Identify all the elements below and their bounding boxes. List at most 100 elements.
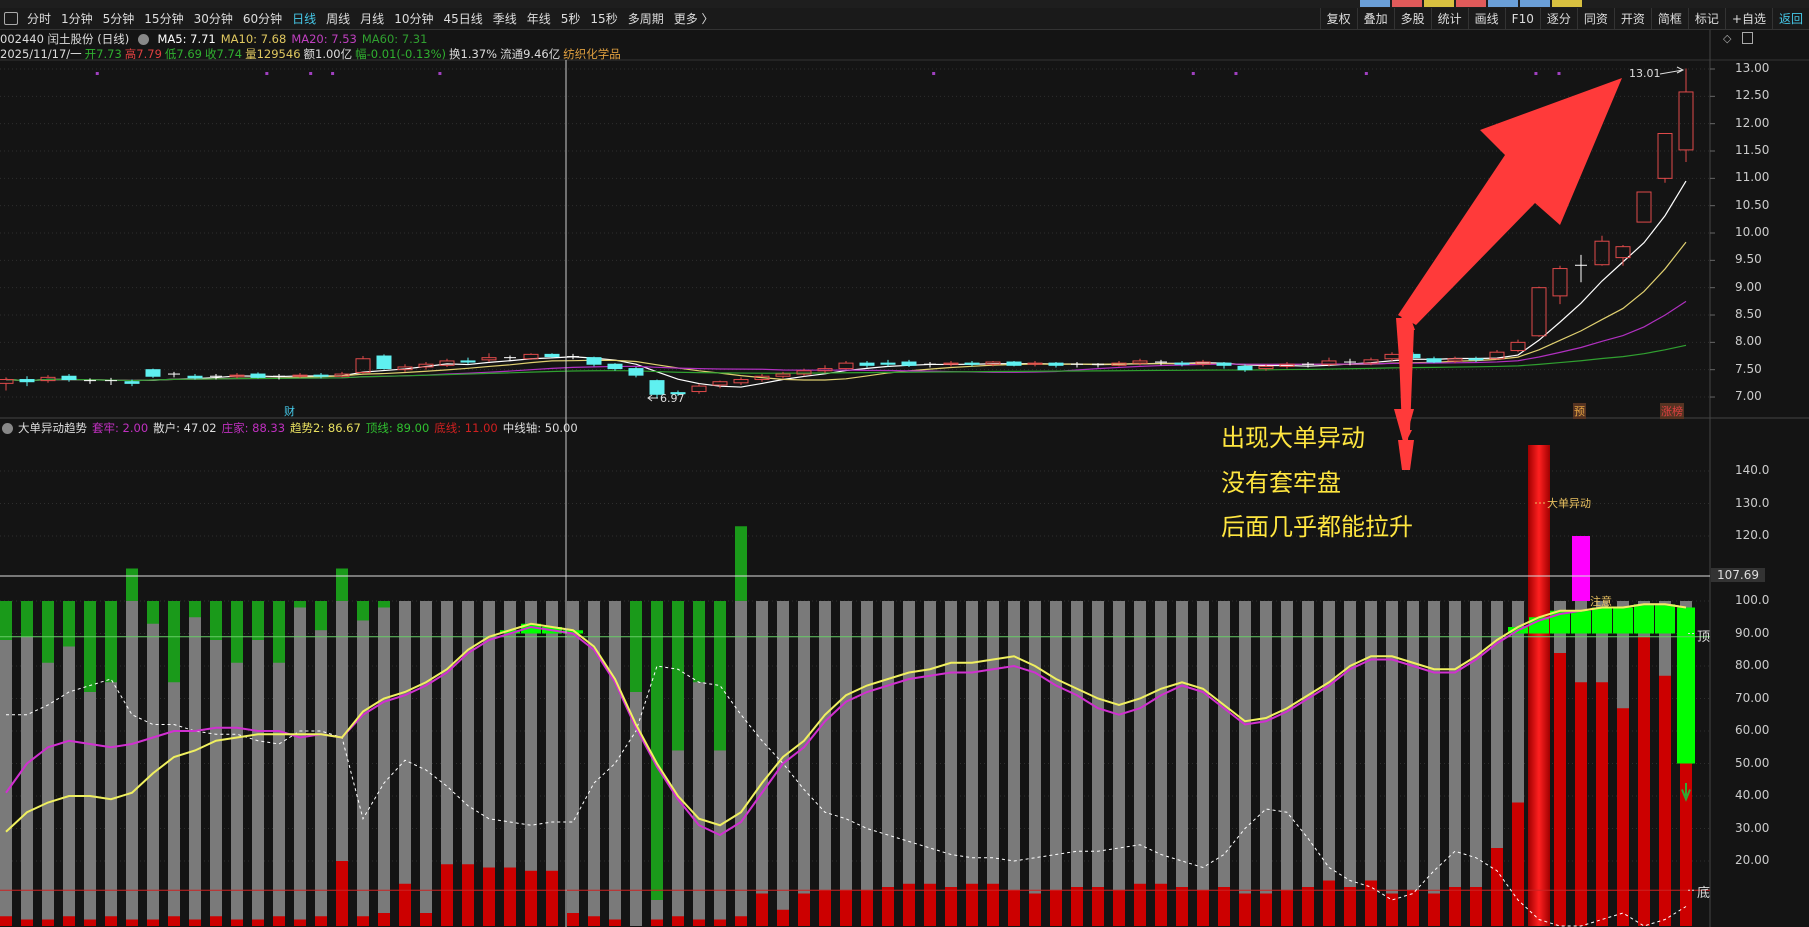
toolbar-button[interactable]: F10 [1504, 8, 1540, 30]
candle[interactable] [607, 363, 623, 371]
tab-period[interactable]: 10分钟 [394, 12, 434, 26]
tab-period[interactable]: 30分钟 [193, 12, 233, 26]
indicator-bar[interactable] [987, 601, 999, 926]
indicator-bar[interactable] [1592, 601, 1612, 926]
tab-period[interactable]: 日线 [292, 12, 317, 26]
indicator-bar[interactable] [1155, 601, 1167, 926]
indicator-bar[interactable] [500, 601, 520, 926]
toolbar-button[interactable]: 标记 [1687, 8, 1725, 30]
indicator-bar[interactable] [1528, 445, 1550, 926]
indicator-bar[interactable] [1365, 601, 1377, 926]
tab-period[interactable]: 分时 [27, 12, 52, 26]
indicator-bar[interactable] [42, 601, 54, 926]
event-marker[interactable] [1557, 72, 1561, 75]
ma-settings-icon[interactable] [137, 34, 149, 45]
top-strip-chip[interactable] [1392, 0, 1422, 7]
candle[interactable] [1575, 254, 1587, 283]
event-marker[interactable] [265, 72, 269, 75]
green-spike-bar[interactable] [126, 568, 138, 602]
indicator-bar[interactable] [1386, 601, 1398, 926]
indicator-bar[interactable] [105, 601, 117, 926]
indicator-bar[interactable] [1260, 601, 1272, 926]
indicator-bar[interactable] [336, 601, 348, 926]
candle[interactable] [292, 372, 308, 378]
candle[interactable] [880, 359, 896, 367]
candle[interactable] [1302, 362, 1314, 368]
indicator-bar[interactable] [521, 601, 541, 926]
indicator-bar[interactable] [1239, 601, 1251, 926]
candle[interactable] [313, 372, 329, 379]
indicator-bar[interactable] [924, 601, 936, 926]
indicator-bar[interactable] [735, 601, 747, 926]
indicator-bar[interactable] [231, 601, 243, 926]
indicator-bar[interactable] [126, 601, 138, 926]
indicator-bar[interactable] [1197, 601, 1209, 926]
indicator-bar[interactable] [1634, 601, 1654, 926]
event-marker[interactable] [1234, 72, 1238, 75]
tab-period[interactable]: 5秒 [560, 12, 581, 26]
indicator-bar[interactable] [1407, 601, 1419, 926]
indicator-bar[interactable] [210, 601, 222, 926]
tab-period[interactable]: 更多 〉 [673, 12, 714, 26]
candle[interactable] [187, 374, 203, 380]
candle[interactable] [1216, 362, 1232, 369]
indicator-bar[interactable] [462, 601, 474, 926]
indicator-bar[interactable] [903, 601, 915, 926]
tab-period[interactable]: 多周期 [627, 12, 664, 26]
candle[interactable] [1384, 352, 1400, 361]
candle[interactable] [1279, 362, 1295, 369]
tab-period[interactable]: 15分钟 [144, 12, 184, 26]
candle[interactable] [1344, 358, 1356, 366]
indicator-settings-icon[interactable] [2, 423, 13, 434]
toolbar-button[interactable]: 叠加 [1356, 8, 1394, 30]
indicator-bar[interactable] [588, 601, 600, 926]
toolbar-button[interactable]: 同资 [1576, 8, 1614, 30]
indicator-bar[interactable] [1491, 601, 1503, 926]
candle[interactable] [273, 374, 285, 380]
indicator-bar[interactable] [1218, 601, 1230, 926]
event-marker[interactable] [309, 72, 313, 75]
indicator-bar[interactable] [168, 601, 180, 926]
candle[interactable] [1155, 359, 1167, 366]
indicator-bar[interactable] [945, 601, 957, 926]
candle[interactable] [796, 368, 812, 377]
panel-toggle-icon[interactable] [4, 12, 18, 25]
indicator-bar[interactable] [483, 601, 495, 926]
candle[interactable] [859, 360, 875, 368]
indicator-bar[interactable] [882, 601, 894, 926]
indicator-bar[interactable] [147, 601, 159, 926]
candle[interactable] [754, 374, 770, 382]
indicator-bar[interactable] [542, 601, 562, 926]
candle[interactable] [334, 371, 350, 378]
tab-period[interactable]: 5分钟 [102, 12, 135, 26]
indicator-bar[interactable] [1281, 601, 1293, 926]
indicator-bar[interactable] [315, 601, 327, 926]
indicator-bar[interactable] [756, 601, 768, 926]
indicator-bar[interactable] [84, 601, 96, 926]
candle[interactable] [397, 364, 413, 372]
diamond-icon[interactable]: ◇ [1723, 32, 1732, 45]
candle[interactable] [523, 353, 539, 360]
event-marker[interactable] [331, 72, 335, 75]
candle[interactable] [1174, 360, 1190, 367]
candle[interactable] [712, 380, 728, 389]
indicator-bar[interactable] [1008, 601, 1020, 926]
candle[interactable] [105, 377, 117, 385]
candle[interactable] [1071, 362, 1083, 368]
indicator-bar[interactable] [1050, 601, 1062, 926]
indicator-bar[interactable] [1344, 601, 1356, 926]
candle[interactable] [1615, 245, 1631, 266]
candle[interactable] [1195, 359, 1211, 367]
candle[interactable] [376, 354, 392, 370]
toolbar-button[interactable]: 逐分 [1539, 8, 1577, 30]
event-badge[interactable]: 涨榜 [1660, 403, 1684, 419]
indicator-bar[interactable] [840, 601, 852, 926]
candle[interactable] [124, 379, 140, 387]
candle[interactable] [355, 356, 371, 375]
candle[interactable] [84, 378, 96, 384]
candle[interactable] [1531, 286, 1547, 337]
toolbar-button[interactable]: 复权 [1319, 8, 1357, 30]
candle[interactable] [775, 371, 791, 379]
indicator-bar[interactable] [0, 601, 12, 926]
candle[interactable] [439, 358, 455, 367]
